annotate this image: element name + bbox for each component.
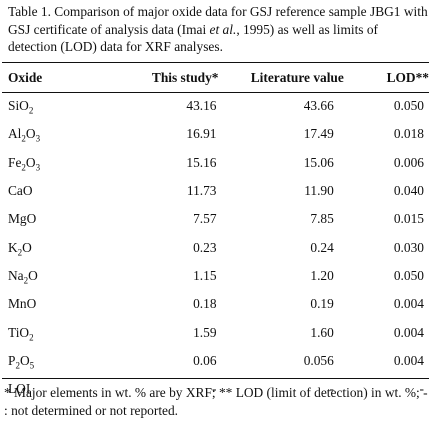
literature-value-cell: 43.66	[303, 98, 334, 114]
this-study-cell: 0.18	[193, 296, 217, 312]
oxide-formula-subscript: 2	[23, 275, 29, 286]
oxide-comparison-table: Oxide This study* Literature value LOD**…	[2, 63, 429, 403]
literature-value-cell: 1.60	[310, 324, 334, 340]
this-study-cell: -	[212, 381, 217, 397]
bottom-rule	[2, 378, 429, 379]
lod-cell: 0.050	[393, 98, 424, 114]
oxide-formula-subscript: 2	[21, 162, 26, 173]
oxide-formula-subscript-2: 3	[35, 162, 41, 173]
this-study-cell: 7.57	[193, 211, 217, 227]
oxide-cell: MgO	[2, 205, 76, 233]
this-study-cell: 16.91	[186, 126, 217, 142]
lod-cell: 0.004	[393, 296, 424, 312]
table-footnote: * Major elements in wt. % are by XRF; **…	[4, 385, 428, 418]
top-rule	[2, 62, 429, 63]
oxide-formula-base: MnO	[8, 296, 37, 312]
oxide-cell: MnO	[2, 290, 76, 318]
caption-text-end: , 1995) as well as limits of detection (…	[8, 21, 379, 55]
header-oxide: Oxide	[8, 69, 43, 85]
literature-value-cell: 17.49	[303, 126, 334, 142]
table-row: TiO2 1.59 1.60 0.004	[2, 318, 429, 346]
oxide-formula-base: CaO	[8, 183, 33, 199]
lod-cell: 0.030	[393, 239, 424, 255]
lod-cell: 0.004	[393, 352, 424, 368]
lod-cell: 0.004	[393, 324, 424, 340]
literature-value-cell: -	[329, 381, 334, 397]
header-lod: LOD**	[386, 69, 429, 85]
table-row: MnO 0.18 0.19 0.004	[2, 290, 429, 318]
oxide-cell: SiO2	[2, 92, 76, 120]
lod-cell: 0.015	[393, 211, 424, 227]
table-row: Al2O3 16.91 17.49 0.018	[2, 120, 429, 148]
caption-citation-italic: et al.	[209, 21, 237, 37]
oxide-formula-subscript: 2	[15, 360, 20, 371]
this-study-cell: 1.59	[193, 324, 217, 340]
oxide-cell: K2O	[2, 233, 76, 261]
oxide-formula-base: TiO	[8, 324, 30, 340]
this-study-cell: 1.15	[193, 267, 217, 283]
table-row: MgO 7.57 7.85 0.015	[2, 205, 429, 233]
oxide-formula-base: Fe	[8, 154, 22, 170]
table-row: LOI - - -	[2, 375, 429, 403]
literature-value-cell: 0.056	[303, 352, 334, 368]
lod-cell: -	[419, 381, 424, 397]
oxide-cell: P2O5	[2, 347, 76, 375]
table-row: CaO 11.73 11.90 0.040	[2, 177, 429, 205]
table-body: SiO2 43.16 43.66 0.050 Al2O3 16.91 17.49 0.018 F…	[2, 92, 429, 403]
oxide-formula-subscript: 2	[28, 105, 34, 116]
table-row: P2O5 0.06 0.056 0.004	[2, 347, 429, 375]
oxide-formula-subscript: 2	[29, 332, 34, 343]
this-study-cell: 43.16	[186, 98, 217, 114]
oxide-formula-subscript: 2	[21, 134, 26, 145]
table-row: SiO2 43.16 43.66 0.050	[2, 92, 429, 120]
oxide-cell: Na2O	[2, 262, 76, 290]
oxide-formula-base: MgO	[8, 211, 37, 227]
literature-value-cell: 15.06	[303, 154, 334, 170]
literature-value-cell: 1.20	[310, 267, 334, 283]
oxide-formula-base: LOI	[8, 381, 31, 397]
header-rule	[2, 92, 429, 93]
oxide-formula-tail: O	[25, 126, 36, 142]
oxide-formula-base: P	[8, 352, 16, 368]
this-study-cell: 0.23	[193, 239, 217, 255]
literature-value-cell: 0.19	[310, 296, 334, 312]
lod-cell: 0.006	[393, 154, 424, 170]
table-row: K2O 0.23 0.24 0.030	[2, 233, 429, 261]
this-study-cell: 0.06	[193, 352, 217, 368]
oxide-cell: LOI	[2, 375, 76, 403]
table-caption: Table 1. Comparison of major oxide data …	[8, 3, 428, 56]
oxide-formula-tail: O	[19, 352, 30, 368]
header-row: Oxide This study* Literature value LOD**	[2, 63, 429, 92]
oxide-cell: CaO	[2, 177, 76, 205]
literature-value-cell: 7.85	[310, 211, 334, 227]
oxide-formula-subscript: 2	[17, 247, 23, 258]
header-this-study: This study*	[151, 69, 219, 85]
lod-cell: 0.040	[393, 183, 424, 199]
table-row: Na2O 1.15 1.20 0.050	[2, 262, 429, 290]
caption-text-start: Table 1. Comparison of major oxide data …	[8, 4, 428, 37]
this-study-cell: 15.16	[186, 154, 217, 170]
oxide-formula-subscript-2: 3	[35, 134, 41, 145]
oxide-formula-tail: O	[25, 154, 36, 170]
oxide-cell: Fe2O3	[2, 149, 76, 177]
table-row: Fe2O3 15.16 15.06 0.006	[2, 149, 429, 177]
oxide-formula-base: Al	[8, 126, 22, 142]
oxide-formula-base: K	[8, 239, 18, 255]
oxide-cell: Al2O3	[2, 120, 76, 148]
this-study-cell: 11.73	[186, 183, 217, 199]
oxide-formula-subscript-2: 5	[29, 360, 35, 371]
lod-cell: 0.018	[393, 126, 424, 142]
literature-value-cell: 11.90	[304, 183, 334, 199]
oxide-cell: TiO2	[2, 318, 76, 346]
oxide-formula-tail: O	[22, 239, 32, 255]
oxide-formula-base: SiO	[8, 98, 29, 114]
literature-value-cell: 0.24	[310, 239, 334, 255]
oxide-formula-tail: O	[28, 267, 38, 283]
oxide-formula-base: Na	[8, 267, 24, 283]
lod-cell: 0.050	[393, 267, 424, 283]
header-literature-value: Literature value	[250, 69, 344, 85]
